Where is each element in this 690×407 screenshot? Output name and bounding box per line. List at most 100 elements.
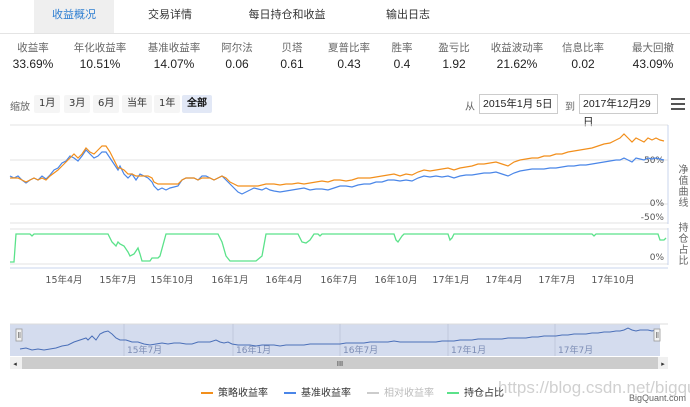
stat-sharpe: 夏普比率 0.43 bbox=[322, 40, 376, 71]
stat-label: 阿尔法 bbox=[221, 42, 253, 54]
stat-value: 10.51% bbox=[79, 57, 121, 71]
position-ratio-line bbox=[10, 233, 667, 263]
range-1m-button[interactable]: 1月 bbox=[34, 95, 61, 113]
scroll-left-arrow-icon[interactable]: ◂ bbox=[13, 360, 17, 368]
navigator-label: 16年1月 bbox=[236, 344, 271, 356]
stat-volatility: 收益波动率 21.62% bbox=[484, 40, 550, 71]
stat-value: 0.02 bbox=[571, 57, 595, 71]
stat-annual-return: 年化收益率 10.51% bbox=[68, 40, 132, 71]
x-tick: 16年10月 bbox=[374, 274, 417, 286]
from-date-input[interactable]: 2015年1月 5日 bbox=[479, 94, 558, 114]
to-date-input[interactable]: 2017年12月29日 bbox=[579, 94, 658, 128]
stat-beta: 贝塔 0.61 bbox=[272, 40, 312, 71]
y-tick-0: 0% bbox=[650, 253, 665, 263]
tab-daily-positions[interactable]: 每日持仓和收益 bbox=[248, 8, 326, 21]
stat-label: 信息比率 bbox=[562, 42, 604, 54]
x-tick: 17年4月 bbox=[485, 274, 522, 286]
x-tick: 16年7月 bbox=[320, 274, 357, 286]
x-tick: 17年1月 bbox=[432, 274, 469, 286]
credit-link[interactable]: BigQuant.com bbox=[628, 393, 686, 403]
legend-label: 策略收益率 bbox=[218, 388, 268, 399]
navigator-label: 15年7月 bbox=[127, 344, 162, 356]
stat-label: 收益波动率 bbox=[490, 42, 544, 54]
position-axis-label: 持仓占比 bbox=[676, 222, 687, 266]
y-tick-0: 0% bbox=[650, 199, 665, 209]
benchmark-return-line bbox=[9, 149, 665, 195]
legend-position-ratio[interactable]: 持仓占比 bbox=[447, 384, 504, 399]
stat-value: 14.07% bbox=[153, 57, 195, 71]
stat-value: 1.92 bbox=[442, 57, 466, 71]
stat-information-ratio: 信息比率 0.02 bbox=[556, 40, 610, 71]
navigator-series bbox=[19, 327, 657, 351]
stat-return: 收益率 33.69% bbox=[6, 40, 60, 71]
stat-value: 21.62% bbox=[496, 57, 538, 71]
stat-label: 贝塔 bbox=[281, 42, 303, 54]
stat-value: 0.43 bbox=[337, 57, 361, 71]
navigator-left-handle[interactable] bbox=[15, 328, 23, 342]
x-tick: 15年7月 bbox=[99, 274, 136, 286]
x-tick: 16年4月 bbox=[265, 274, 302, 286]
to-label: 到 bbox=[565, 102, 575, 113]
navigator[interactable]: 15年7月 16年1月 16年7月 17年1月 17年7月 III ◂ ▸ bbox=[0, 318, 690, 378]
range-3m-button[interactable]: 3月 bbox=[64, 95, 91, 113]
navigator-labels: 15年7月 16年1月 16年7月 17年1月 17年7月 bbox=[127, 344, 593, 356]
tab-trade-details[interactable]: 交易详情 bbox=[148, 8, 192, 21]
stat-value: 0.06 bbox=[225, 57, 249, 71]
strategy-return-line bbox=[10, 133, 665, 187]
stat-label: 收益率 bbox=[17, 42, 49, 54]
net-value-axis-label: 净值曲线 bbox=[676, 164, 687, 208]
range-1y-button[interactable]: 1年 bbox=[154, 95, 181, 113]
legend-strategy-return[interactable]: 策略收益率 bbox=[201, 384, 268, 399]
x-tick: 17年10月 bbox=[591, 274, 634, 286]
chart-legend: 策略收益率 基准收益率 相对收益率 持仓占比 bbox=[0, 384, 690, 399]
navigator-label: 17年1月 bbox=[451, 344, 486, 356]
legend-label: 基准收益率 bbox=[301, 388, 351, 399]
legend-swatch-icon bbox=[201, 392, 213, 394]
x-axis-labels: 15年4月 15年7月 15年10月 16年1月 16年4月 16年7月 16年… bbox=[45, 274, 634, 286]
navigator-right-handle[interactable] bbox=[653, 328, 661, 342]
hamburger-menu-icon[interactable] bbox=[671, 98, 685, 110]
watermark: https://blog.csdn.net/bigquant bbox=[498, 378, 690, 397]
stat-label: 年化收益率 bbox=[73, 42, 127, 54]
y-tick-50: 50% bbox=[644, 156, 664, 166]
stat-label: 盈亏比 bbox=[438, 42, 470, 54]
stat-benchmark-return: 基准收益率 14.07% bbox=[142, 40, 206, 71]
stat-alpha: 阿尔法 0.06 bbox=[214, 40, 260, 71]
stat-value: 0.4 bbox=[393, 57, 411, 71]
stat-max-drawdown: 最大回撤 43.09% bbox=[620, 40, 686, 71]
range-all-button[interactable]: 全部 bbox=[182, 95, 212, 113]
range-ytd-button[interactable]: 当年 bbox=[122, 95, 152, 113]
navigator-label: 17年7月 bbox=[558, 344, 593, 356]
navigator-label: 16年7月 bbox=[343, 344, 378, 356]
x-tick: 16年1月 bbox=[211, 274, 248, 286]
scroll-right-arrow-icon[interactable]: ▸ bbox=[661, 360, 665, 368]
stat-label: 基准收益率 bbox=[147, 42, 201, 54]
range-6m-button[interactable]: 6月 bbox=[93, 95, 120, 113]
stat-value: 0.61 bbox=[280, 57, 304, 71]
zoom-label: 缩放 bbox=[10, 102, 30, 113]
y-tick--50: -50% bbox=[641, 213, 665, 223]
legend-label: 相对收益率 bbox=[384, 388, 434, 399]
range-toolbar: 缩放 1月 3月 6月 当年 1年 全部 从 2015年1月 5日 到 2017… bbox=[0, 94, 690, 128]
x-tick: 15年4月 bbox=[45, 274, 82, 286]
equity-chart: 50% 0% -50% 0% 15年4月 15年7月 15年10月 16年1月 … bbox=[9, 124, 669, 286]
stat-label: 胜率 bbox=[391, 42, 413, 54]
stat-profit-loss-ratio: 盈亏比 1.92 bbox=[430, 40, 478, 71]
x-tick: 17年7月 bbox=[538, 274, 575, 286]
tab-output-log[interactable]: 输出日志 bbox=[386, 8, 430, 21]
navigator-selection[interactable] bbox=[10, 324, 660, 356]
stat-label: 最大回撤 bbox=[632, 42, 674, 54]
legend-benchmark-return[interactable]: 基准收益率 bbox=[284, 384, 351, 399]
legend-swatch-icon bbox=[284, 392, 296, 394]
tab-bar: 收益概况 交易详情 每日持仓和收益 输出日志 bbox=[0, 0, 690, 34]
stat-label: 夏普比率 bbox=[328, 42, 370, 54]
legend-relative-return[interactable]: 相对收益率 bbox=[367, 384, 434, 399]
legend-label: 持仓占比 bbox=[464, 388, 504, 399]
scrollbar-thumb[interactable] bbox=[22, 357, 658, 369]
tab-overview[interactable]: 收益概况 bbox=[34, 0, 114, 33]
x-tick: 15年10月 bbox=[150, 274, 193, 286]
scrollbar-grip-icon: III bbox=[337, 360, 343, 368]
legend-swatch-icon bbox=[447, 392, 459, 394]
stat-value: 33.69% bbox=[12, 57, 54, 71]
legend-swatch-icon bbox=[367, 392, 379, 394]
